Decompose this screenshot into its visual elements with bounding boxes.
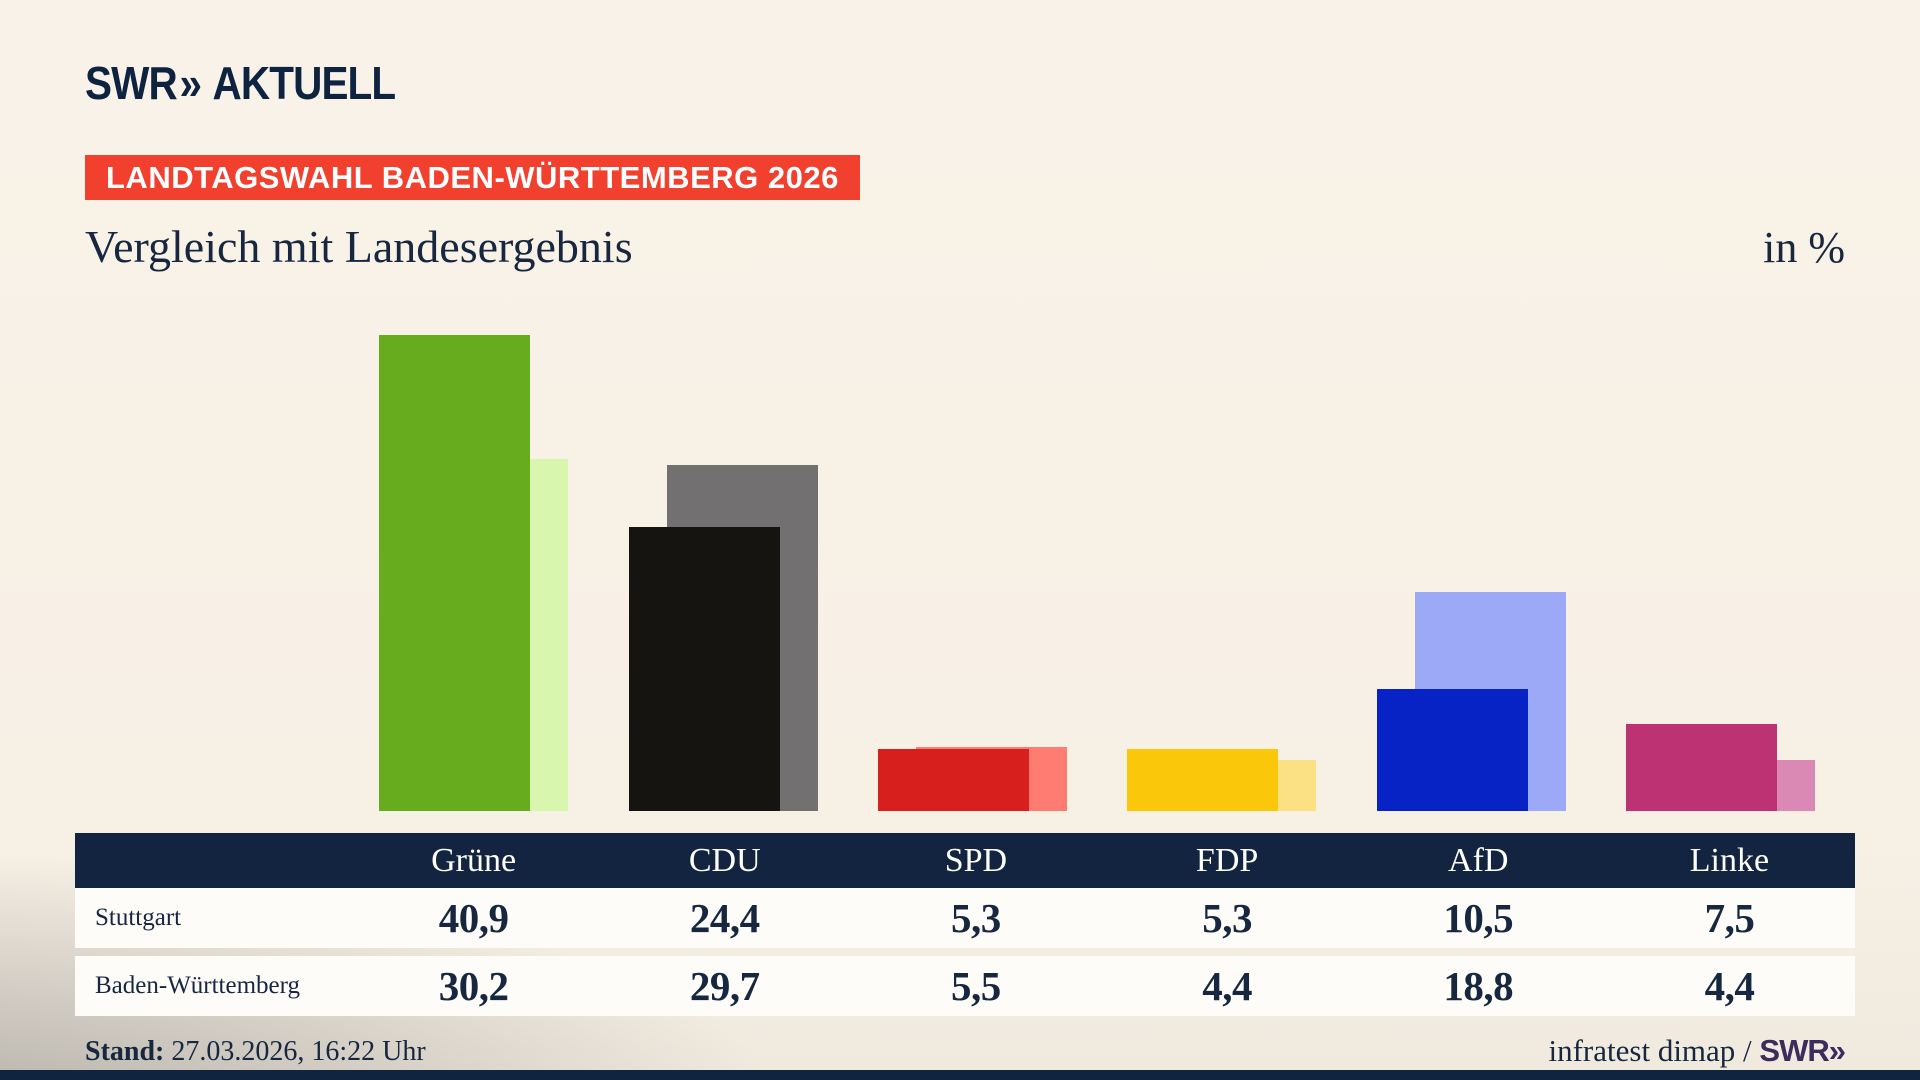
stand-text: Stand: 27.03.2026, 16:22 Uhr (85, 1036, 426, 1068)
aktuell-wordmark: AKTUELL (212, 57, 397, 109)
row-label-stuttgart: Stuttgart (95, 904, 182, 931)
bar-chart (379, 335, 1815, 811)
double-chevron-icon: » (179, 57, 201, 109)
column-header-fdp: FDP (1195, 841, 1259, 879)
bar-stuttgart-grüne (379, 335, 530, 811)
table-row-stuttgart: Stuttgart 40,9 24,4 5,3 5,3 10,5 7,5 (75, 888, 1855, 948)
bar-stuttgart-spd (878, 749, 1029, 811)
bar-stuttgart-afd (1377, 689, 1528, 811)
column-header-grüne: Grüne (431, 841, 517, 879)
swr-logo-small: SWR» (1759, 1033, 1846, 1068)
value-cell-stuttgart-afd: 10,5 (1443, 895, 1514, 941)
column-header-cdu: CDU (688, 841, 761, 879)
table-header-row: Grüne CDU SPD FDP AfD Linke (75, 833, 1855, 888)
value-cell-stuttgart-grüne: 40,9 (438, 895, 509, 941)
column-header-afd: AfD (1448, 841, 1509, 879)
value-cell-stuttgart-cdu: 24,4 (689, 895, 760, 941)
page-title: Vergleich mit Landesergebnis (85, 221, 633, 272)
value-cell-stuttgart-fdp: 5,3 (1202, 895, 1252, 941)
source-credit: infratest dimap / SWR» (1549, 1033, 1846, 1069)
source-text: infratest dimap / (1548, 1033, 1760, 1068)
bar-stuttgart-linke (1626, 724, 1777, 811)
value-cell-baden-württemberg-fdp: 4,4 (1202, 963, 1252, 1009)
value-cell-stuttgart-spd: 5,3 (951, 895, 1001, 941)
bottom-accent-bar (0, 1070, 1920, 1080)
value-cell-stuttgart-linke: 7,5 (1704, 895, 1755, 941)
bar-stuttgart-fdp (1127, 749, 1278, 811)
unit-label: in % (1763, 223, 1845, 272)
bar-stuttgart-cdu (629, 527, 780, 811)
election-badge: LANDTAGSWAHL BADEN-WÜRTTEMBERG 2026 (85, 155, 860, 200)
value-cell-baden-württemberg-afd: 18,8 (1443, 963, 1514, 1009)
value-cell-baden-württemberg-cdu: 29,7 (689, 963, 760, 1009)
stand-value: 27.03.2026, 16:22 Uhr (164, 1036, 426, 1067)
value-cell-baden-württemberg-linke: 4,4 (1704, 963, 1755, 1009)
column-header-spd: SPD (944, 841, 1008, 879)
swr-wordmark: SWR (85, 57, 178, 109)
stand-label: Stand: (85, 1036, 165, 1067)
value-cell-baden-württemberg-grüne: 30,2 (438, 963, 509, 1009)
column-header-linke: Linke (1689, 841, 1770, 879)
table-row-baden-wuerttemberg: Baden-Württemberg 30,2 29,7 5,5 4,4 18,8 4,4 (75, 956, 1855, 1016)
row-label-baden-wuerttemberg: Baden-Württemberg (95, 972, 301, 999)
swr-aktuell-logo: SWR» AKTUELL (85, 57, 397, 109)
value-cell-baden-württemberg-spd: 5,5 (951, 963, 1001, 1009)
